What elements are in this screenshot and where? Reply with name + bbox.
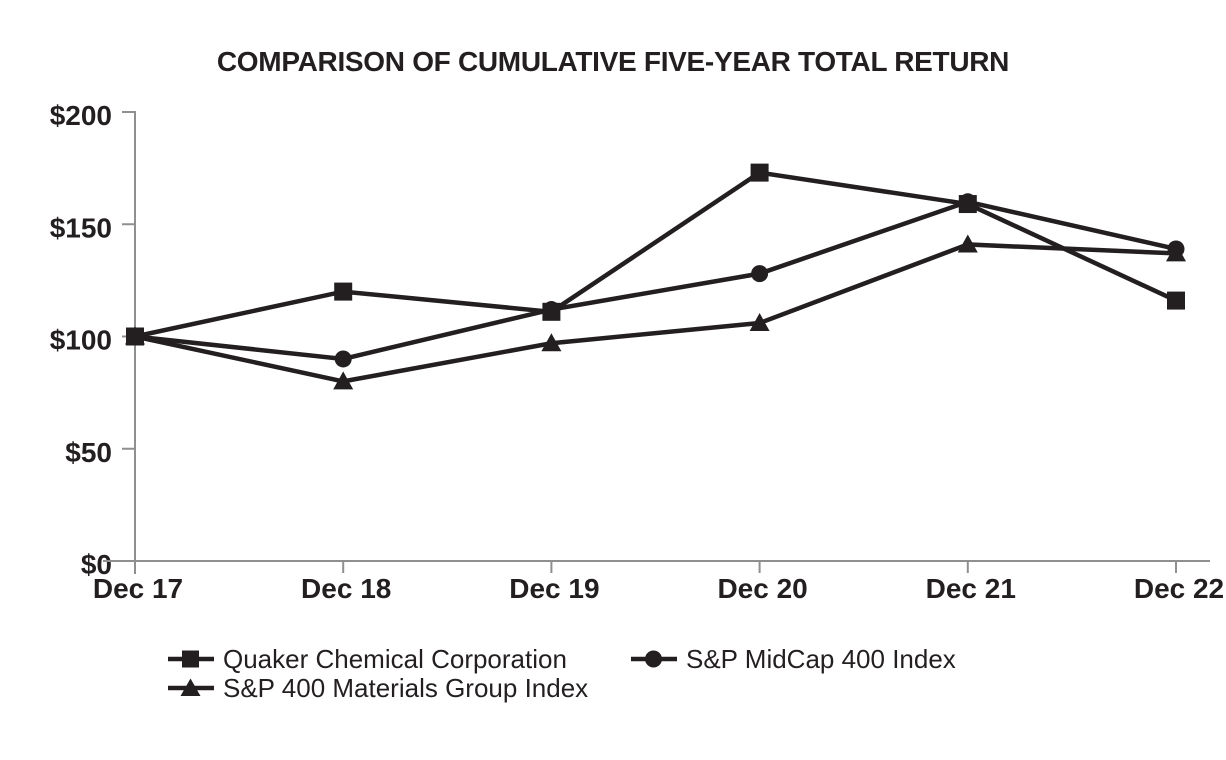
- y-tick-label: $200: [50, 100, 112, 131]
- data-point-circle: [1167, 240, 1185, 258]
- data-point-square: [126, 327, 144, 346]
- series-quaker-chemical-corporation: [126, 163, 1185, 346]
- x-tick-label: Dec 18: [301, 573, 391, 604]
- data-point-square: [750, 163, 769, 182]
- x-tick-label: Dec 17: [93, 573, 183, 604]
- data-point-square: [334, 282, 353, 301]
- data-point-circle: [334, 350, 352, 368]
- y-tick-label: $150: [50, 212, 112, 243]
- data-point-square: [542, 302, 561, 321]
- data-point-square: [1167, 291, 1185, 310]
- series-line: [134, 199, 1177, 362]
- x-tick-label: Dec 21: [926, 573, 1016, 604]
- data-point-triangle: [541, 333, 562, 352]
- x-tick-label: Dec 20: [717, 573, 807, 604]
- data-point-triangle: [749, 313, 770, 332]
- data-point-circle: [751, 265, 769, 283]
- y-tick-label: $100: [50, 325, 112, 356]
- data-point-square: [958, 195, 977, 214]
- y-tick-label: $50: [65, 437, 112, 468]
- x-tick-label: Dec 22: [1134, 573, 1224, 604]
- data-point-triangle: [957, 234, 978, 253]
- series-line: [134, 170, 1177, 339]
- series-s-p-midcap-400-index: [126, 193, 1185, 368]
- x-tick-label: Dec 19: [509, 573, 599, 604]
- series-line: [134, 242, 1177, 384]
- data-point-triangle: [333, 371, 354, 390]
- y-tick-label: $0: [81, 549, 112, 580]
- chart-title: COMPARISON OF CUMULATIVE FIVE-YEAR TOTAL…: [216, 46, 1010, 77]
- series-s-p-400-materials-group-index: [125, 234, 1186, 390]
